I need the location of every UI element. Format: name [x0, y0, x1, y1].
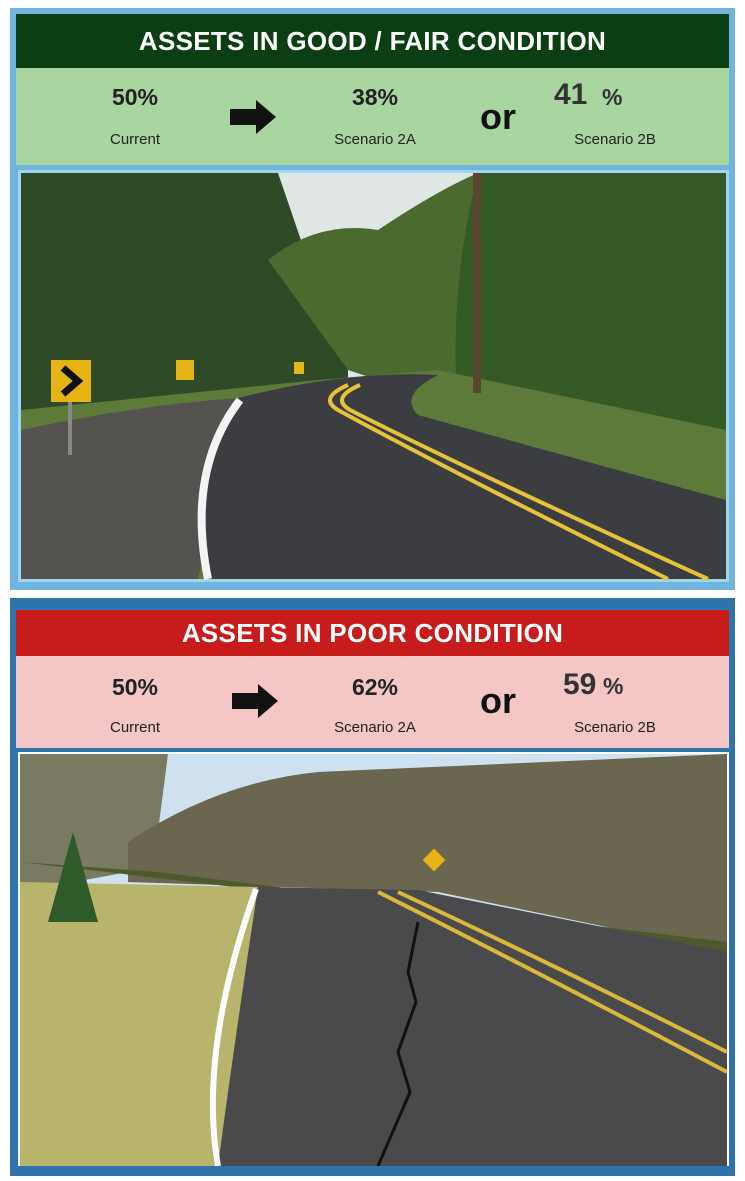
scenario-2b-value: 41	[554, 78, 587, 112]
scenario-2b-unit: %	[602, 84, 622, 111]
scenario-2a-value: 62%	[315, 674, 435, 701]
scenario-2a-label: Scenario 2A	[305, 131, 445, 148]
scenario-2b-label: Scenario 2B	[545, 719, 685, 736]
panel-title: ASSETS IN GOOD / FAIR CONDITION	[16, 14, 729, 68]
connector: or	[480, 96, 516, 138]
arrow-icon	[232, 684, 278, 718]
scenario-2b-value: 59	[563, 668, 596, 702]
scenario-2b-unit: %	[603, 673, 623, 700]
road-photo-poor	[18, 752, 729, 1166]
page: ASSETS IN GOOD / FAIR CONDITION 50% Curr…	[0, 0, 745, 1181]
connector: or	[480, 680, 516, 722]
current-label: Current	[65, 131, 205, 148]
scenario-2a-label: Scenario 2A	[305, 719, 445, 736]
current-label: Current	[65, 719, 205, 736]
arrow-icon	[230, 100, 276, 134]
scenario-2b-label: Scenario 2B	[545, 131, 685, 148]
current-value: 50%	[75, 84, 195, 111]
current-value: 50%	[75, 674, 195, 701]
stats-row	[16, 68, 729, 165]
road-photo-good	[18, 170, 729, 582]
scenario-2a-value: 38%	[315, 84, 435, 111]
panel-title: ASSETS IN POOR CONDITION	[16, 610, 729, 656]
